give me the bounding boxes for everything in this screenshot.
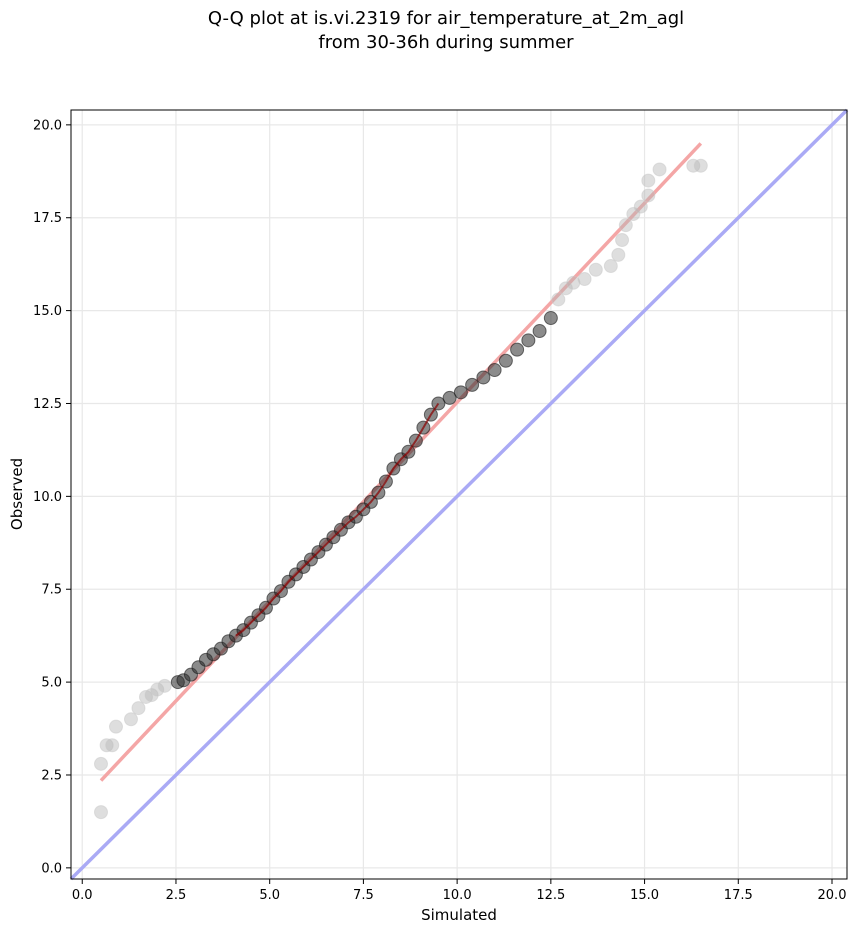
data-point bbox=[498, 353, 513, 368]
data-point bbox=[652, 162, 667, 177]
y-tick-label: 15.0 bbox=[33, 304, 62, 319]
chart-title-line-2: from 30-36h during summer bbox=[318, 32, 574, 53]
data-point bbox=[138, 689, 153, 704]
y-tick-label: 5.0 bbox=[41, 676, 62, 691]
data-point bbox=[157, 678, 172, 693]
y-tick-label: 12.5 bbox=[33, 397, 62, 412]
data-point bbox=[693, 158, 708, 173]
x-tick-label: 5.0 bbox=[259, 888, 280, 903]
y-tick-label: 20.0 bbox=[33, 118, 62, 133]
dense-center-line bbox=[235, 402, 440, 637]
x-tick-label: 17.5 bbox=[724, 888, 753, 903]
data-point bbox=[532, 324, 547, 339]
data-point bbox=[615, 233, 630, 248]
x-tick-label: 7.5 bbox=[353, 888, 374, 903]
data-point bbox=[633, 199, 648, 214]
data-point bbox=[521, 333, 536, 348]
data-points bbox=[93, 158, 708, 820]
data-point bbox=[150, 682, 165, 697]
data-point bbox=[144, 688, 159, 703]
data-point bbox=[641, 173, 656, 188]
data-point bbox=[465, 377, 480, 392]
y-tick-label: 2.5 bbox=[41, 768, 62, 783]
data-point bbox=[626, 207, 641, 222]
y-axis-label: Observed bbox=[8, 458, 26, 530]
data-point bbox=[686, 158, 701, 173]
y-axis-ticks: 0.0 2.5 5.0 7.5 10.0 12.5 15.0 17.5 20.0 bbox=[33, 118, 71, 876]
data-point bbox=[476, 370, 491, 385]
data-point bbox=[442, 390, 457, 405]
data-point bbox=[105, 738, 120, 753]
data-point bbox=[558, 281, 573, 296]
x-tick-label: 2.5 bbox=[166, 888, 187, 903]
data-point bbox=[131, 701, 146, 716]
x-tick-label: 20.0 bbox=[818, 888, 847, 903]
data-point bbox=[588, 262, 603, 277]
data-point bbox=[603, 259, 618, 274]
data-point bbox=[108, 719, 123, 734]
x-tick-label: 12.5 bbox=[536, 888, 565, 903]
y-tick-label: 10.0 bbox=[33, 490, 62, 505]
data-point bbox=[618, 218, 633, 233]
y-tick-label: 7.5 bbox=[41, 583, 62, 598]
data-point bbox=[577, 272, 592, 287]
y-tick-label: 0.0 bbox=[41, 861, 62, 876]
x-axis-ticks: 0.0 2.5 5.0 7.5 10.0 12.5 15.0 17.5 20.0 bbox=[72, 879, 847, 903]
x-tick-label: 10.0 bbox=[443, 888, 472, 903]
data-point bbox=[99, 738, 114, 753]
data-point bbox=[611, 247, 626, 262]
data-point bbox=[487, 363, 502, 378]
y-tick-label: 17.5 bbox=[33, 211, 62, 226]
data-point bbox=[93, 756, 108, 771]
plot-frame bbox=[70, 109, 848, 880]
data-point bbox=[551, 292, 566, 307]
data-point bbox=[123, 712, 138, 727]
data-point bbox=[641, 188, 656, 203]
x-axis-label: Simulated bbox=[421, 906, 497, 924]
fit-lines bbox=[235, 402, 440, 637]
chart-title-line-1: Q-Q plot at is.vi.2319 for air_temperatu… bbox=[208, 8, 684, 29]
x-tick-label: 15.0 bbox=[630, 888, 659, 903]
x-tick-label: 0.0 bbox=[72, 888, 93, 903]
data-point bbox=[93, 805, 108, 820]
data-point bbox=[543, 311, 558, 326]
reference-line bbox=[69, 108, 849, 881]
plot-lines bbox=[69, 108, 849, 881]
data-point bbox=[510, 342, 525, 357]
data-point bbox=[453, 385, 468, 400]
